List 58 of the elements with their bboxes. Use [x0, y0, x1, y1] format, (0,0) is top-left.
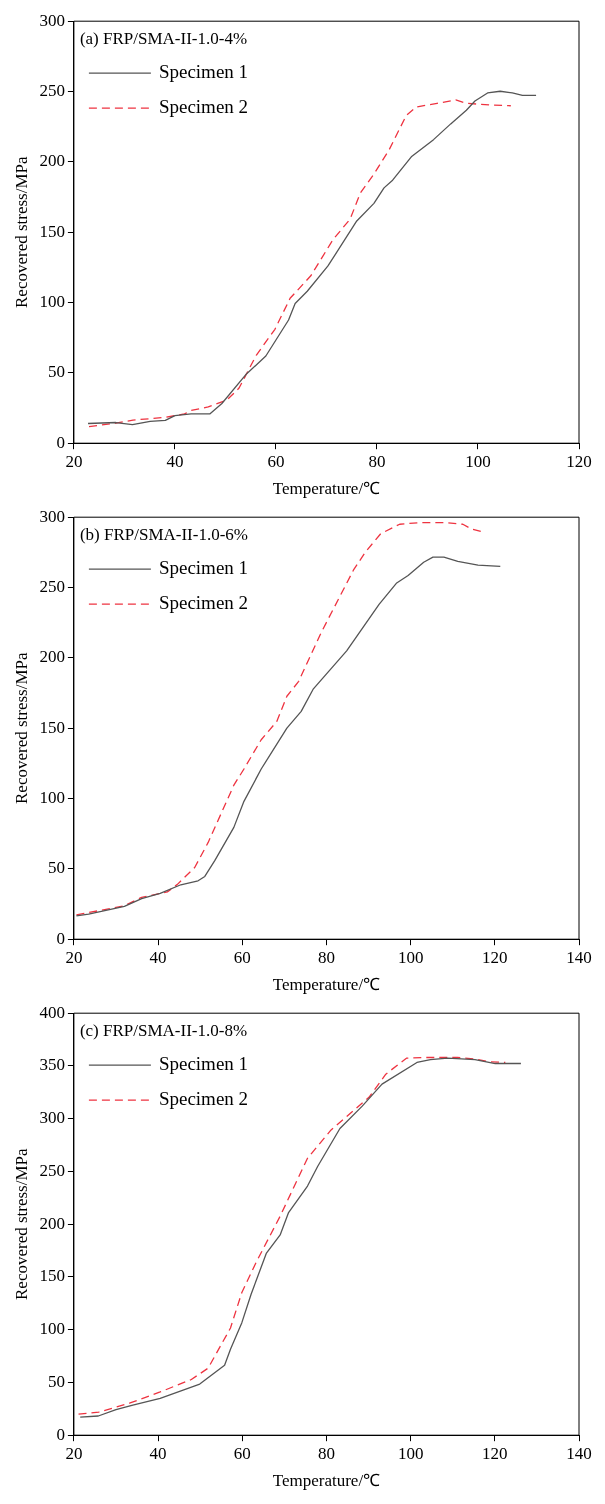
y-tick-label: 150 — [39, 717, 65, 737]
chart-title: (a) FRP/SMA-II-1.0-4% — [79, 28, 248, 48]
legend-label: Specimen 2 — [158, 1088, 249, 1110]
chart-title: (b) FRP/SMA-II-1.0-6% — [79, 524, 249, 544]
x-tick-label: 60 — [233, 947, 251, 967]
x-tick-label: 120 — [482, 947, 508, 967]
y-tick-label: 100 — [39, 1319, 65, 1339]
x-axis-title: Temperature/℃ — [272, 1471, 381, 1491]
x-tick-label: 80 — [317, 1443, 335, 1463]
x-tick-label: 20 — [65, 947, 83, 967]
y-tick-label: 300 — [39, 1108, 65, 1128]
legend-label: Specimen 1 — [158, 557, 249, 579]
x-tick-label: 100 — [465, 451, 491, 471]
legend-label: Specimen 1 — [158, 1053, 249, 1075]
y-axis-title: Recovered stress/MPa — [11, 651, 31, 804]
x-tick-label: 120 — [482, 1443, 508, 1463]
x-tick-label: 100 — [397, 947, 424, 967]
y-tick-label: 200 — [39, 647, 65, 667]
y-tick-label: 200 — [39, 151, 65, 171]
x-tick-label: 80 — [317, 947, 335, 967]
x-tick-label: 60 — [233, 1443, 251, 1463]
y-axis-title: Recovered stress/MPa — [11, 1147, 31, 1300]
x-tick-label: 40 — [149, 947, 167, 967]
x-tick-label: 40 — [166, 451, 184, 471]
legend-label: Specimen 2 — [158, 96, 249, 118]
x-tick-label: 140 — [566, 947, 592, 967]
legend-label: Specimen 2 — [158, 592, 249, 614]
y-tick-label: 400 — [39, 1002, 65, 1022]
x-tick-label: 100 — [397, 1443, 424, 1463]
y-tick-label: 150 — [39, 221, 65, 241]
y-tick-label: 250 — [39, 577, 65, 596]
x-tick-label: 40 — [149, 1443, 167, 1463]
y-tick-label: 50 — [47, 362, 65, 382]
y-tick-label: 50 — [47, 1371, 65, 1391]
x-tick-label: 20 — [65, 451, 83, 471]
x-axis-title: Temperature/℃ — [272, 479, 381, 499]
y-tick-label: 300 — [39, 506, 65, 526]
y-tick-label: 300 — [39, 10, 65, 30]
y-tick-label: 100 — [39, 788, 65, 807]
x-tick-label: 120 — [566, 451, 592, 471]
y-tick-label: 50 — [47, 858, 65, 878]
y-tick-label: 0 — [56, 928, 65, 948]
x-tick-label: 60 — [267, 451, 285, 471]
y-tick-label: 100 — [39, 292, 65, 311]
x-tick-label: 20 — [65, 1443, 83, 1463]
text: (c) FRP/SMA-II-1.0-8% — [79, 1020, 248, 1040]
legend-label: Specimen 1 — [158, 61, 249, 83]
x-tick-label: 140 — [566, 1443, 592, 1463]
y-tick-label: 0 — [56, 1424, 65, 1444]
y-tick-label: 350 — [39, 1055, 65, 1075]
x-axis-title: Temperature/℃ — [272, 975, 381, 995]
y-axis-title: Recovered stress/MPa — [11, 155, 31, 308]
y-tick-label: 250 — [39, 81, 65, 100]
x-tick-label: 80 — [368, 451, 386, 471]
y-tick-label: 250 — [39, 1160, 65, 1180]
y-tick-label: 150 — [39, 1266, 65, 1286]
y-tick-label: 0 — [56, 432, 65, 452]
y-tick-label: 200 — [39, 1213, 65, 1233]
